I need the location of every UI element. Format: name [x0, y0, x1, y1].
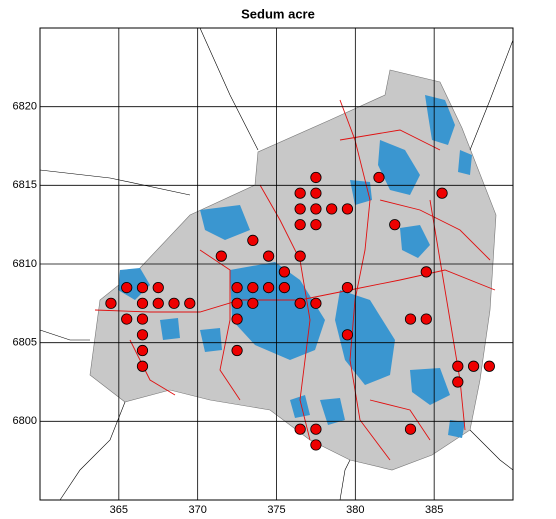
- point: [247, 281, 259, 294]
- point: [136, 281, 149, 294]
- y-tick-label: 6800: [13, 415, 37, 427]
- point: [341, 281, 354, 294]
- point: [436, 187, 448, 199]
- point: [341, 329, 354, 341]
- point: [310, 423, 322, 435]
- point: [136, 344, 149, 357]
- point: [231, 281, 243, 294]
- point: [310, 171, 322, 184]
- point: [136, 297, 149, 309]
- point: [121, 313, 133, 325]
- point: [389, 219, 401, 231]
- y-tick-label: 6810: [13, 258, 37, 270]
- x-tick-label: 370: [188, 504, 206, 516]
- point: [310, 297, 322, 309]
- point: [136, 360, 149, 372]
- point: [326, 203, 338, 215]
- point: [310, 203, 322, 215]
- x-tick-label: 365: [110, 504, 128, 516]
- chart-title: Sedum acre: [241, 6, 315, 21]
- point: [263, 281, 275, 294]
- point: [278, 266, 290, 278]
- point: [373, 171, 385, 184]
- point: [467, 360, 480, 372]
- point: [294, 203, 306, 215]
- point: [278, 281, 290, 294]
- point: [152, 281, 164, 294]
- point: [136, 329, 149, 341]
- point: [247, 297, 259, 309]
- point: [420, 266, 432, 278]
- point: [294, 423, 306, 435]
- y-tick-label: 6815: [13, 179, 37, 191]
- y-tick-label: 6805: [13, 337, 37, 349]
- point: [231, 313, 243, 325]
- point: [310, 439, 322, 451]
- point: [136, 313, 149, 325]
- point: [184, 297, 196, 309]
- point: [452, 360, 464, 372]
- x-tick-label: 380: [346, 504, 364, 516]
- point: [341, 203, 354, 215]
- point: [294, 187, 306, 199]
- point: [121, 281, 133, 294]
- point: [404, 313, 417, 325]
- point: [404, 423, 417, 435]
- y-tick-label: 6820: [13, 101, 37, 113]
- point: [247, 234, 259, 246]
- point: [294, 250, 306, 262]
- point: [294, 219, 306, 231]
- point: [483, 360, 495, 372]
- x-tick-label: 375: [267, 504, 285, 516]
- point: [310, 187, 322, 199]
- point: [168, 297, 180, 309]
- point: [452, 376, 464, 388]
- point: [231, 344, 243, 357]
- point: [152, 297, 164, 309]
- point: [420, 313, 432, 325]
- point: [105, 297, 117, 309]
- point: [231, 297, 243, 309]
- point: [215, 250, 227, 262]
- point: [294, 297, 306, 309]
- x-tick-label: 385: [425, 504, 443, 516]
- point: [310, 219, 322, 231]
- point: [263, 250, 275, 262]
